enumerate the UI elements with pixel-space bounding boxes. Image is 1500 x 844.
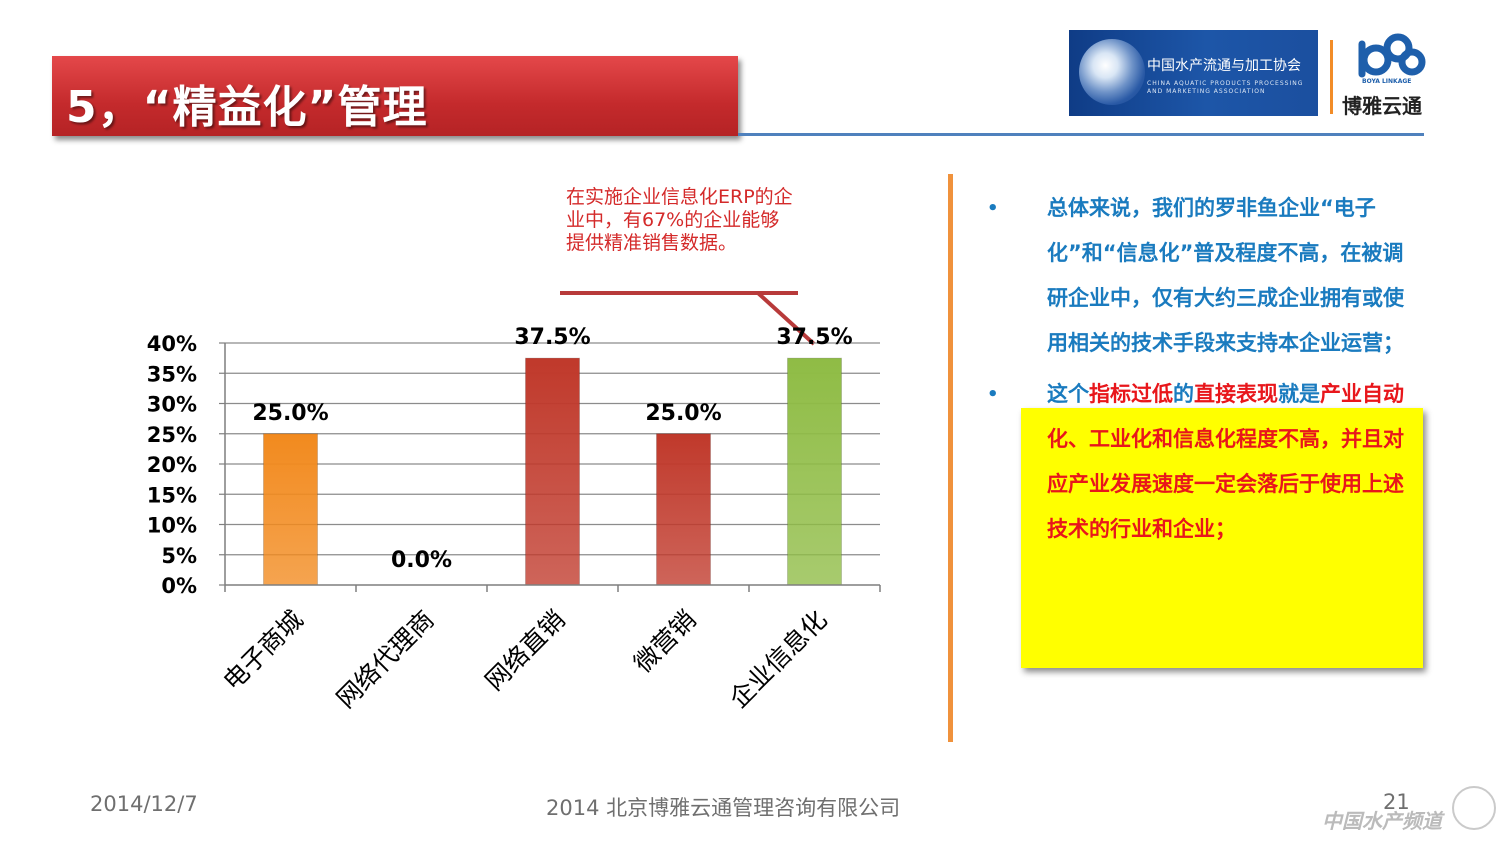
chart-callout: 在实施企业信息化ERP的企业中，有67%的企业能够提供精准销售数据。 — [566, 186, 793, 254]
y-tick-label: 40% — [147, 332, 197, 356]
bullet-2-segment-3: 的 — [1173, 382, 1194, 406]
bar — [263, 433, 318, 586]
bar — [787, 357, 842, 586]
bullet-text-1: 总体来说，我们的罗非鱼企业“电子化”和“信息化”普及程度不高，在被调研企业中，仅… — [1047, 196, 1404, 355]
bullet-2-segment-2: 指标过低 — [1089, 382, 1173, 406]
page-number: 21 — [1383, 790, 1410, 814]
association-logo: 中国水产流通与加工协会 CHINA AQUATIC PRODUCTS PROCE… — [1069, 30, 1318, 116]
category-label: 网络代理商 — [331, 605, 440, 714]
y-tick-label: 35% — [147, 362, 197, 386]
title-banner — [52, 56, 738, 136]
category-label: 企业信息化 — [724, 605, 833, 714]
logo-divider — [1330, 40, 1333, 114]
watermark-globe-icon — [1452, 786, 1496, 830]
y-tick-label: 25% — [147, 423, 197, 447]
bar — [656, 433, 711, 586]
association-name-en: CHINA AQUATIC PRODUCTS PROCESSING AND MA… — [1147, 80, 1304, 95]
bar-chart: 25.0% 电子商城 0.0% 网络代理商 37.5% 网络直销 25.0% 微营销 37.5%… — [147, 291, 881, 714]
y-tick-label: 30% — [147, 393, 197, 417]
y-tick-label: 15% — [147, 483, 197, 507]
boya-linkage-logo-icon — [1358, 33, 1426, 78]
y-tick-label: 0% — [161, 574, 197, 598]
association-name-cn: 中国水产流通与加工协会 — [1147, 58, 1301, 74]
category-label: 网络直销 — [480, 605, 571, 696]
y-tick-label: 20% — [147, 453, 197, 477]
vertical-divider — [948, 174, 953, 742]
association-emblem-icon — [1079, 39, 1145, 105]
bar — [525, 357, 580, 586]
bullet-2-segment-6: 产业自动化、工业化和信息化程度不高，并且对应产业发展速度一定会落后于使用上述技术… — [1047, 382, 1404, 541]
slide-title: 5，“精益化”管理 — [66, 82, 428, 133]
bullet-item-2: • 这个指标过低的直接表现就是产业自动化、工业化和信息化程度不高，并且对应产业发… — [985, 372, 1415, 552]
data-label: 37.5% — [776, 325, 852, 350]
data-label: 37.5% — [514, 325, 590, 350]
data-label: 25.0% — [252, 401, 328, 426]
bullet-2-segment-5: 就是 — [1278, 382, 1320, 406]
bullet-2-segment-1: 这个 — [1047, 382, 1089, 406]
watermark: 中国水产频道 — [1322, 809, 1442, 833]
y-tick-label: 10% — [147, 514, 197, 538]
highlight-box — [1021, 408, 1423, 668]
category-label: 电子商城 — [218, 605, 309, 696]
data-label: 25.0% — [645, 401, 721, 426]
data-label: 0.0% — [391, 548, 452, 573]
boya-logo-chinese: 博雅云通 — [1342, 94, 1422, 118]
footer-company: 2014 北京博雅云通管理咨询有限公司 — [546, 796, 901, 820]
bullet-2-segment-4: 直接表现 — [1194, 382, 1278, 406]
bullet-item-1: • 总体来说，我们的罗非鱼企业“电子化”和“信息化”普及程度不高，在被调研企业中… — [985, 186, 1415, 366]
footer-date: 2014/12/7 — [90, 792, 198, 816]
y-tick-label: 5% — [161, 544, 197, 568]
callout-pointer — [756, 291, 816, 346]
category-label: 微营销 — [628, 605, 702, 679]
title-rule — [738, 133, 1424, 136]
boya-logo-english: BOYA LINKAGE — [1362, 78, 1412, 85]
bullet-list: • 总体来说，我们的罗非鱼企业“电子化”和“信息化”普及程度不高，在被调研企业中… — [985, 186, 1415, 552]
bullet-dot-icon: • — [987, 198, 999, 219]
bullet-dot-icon: • — [987, 384, 999, 405]
